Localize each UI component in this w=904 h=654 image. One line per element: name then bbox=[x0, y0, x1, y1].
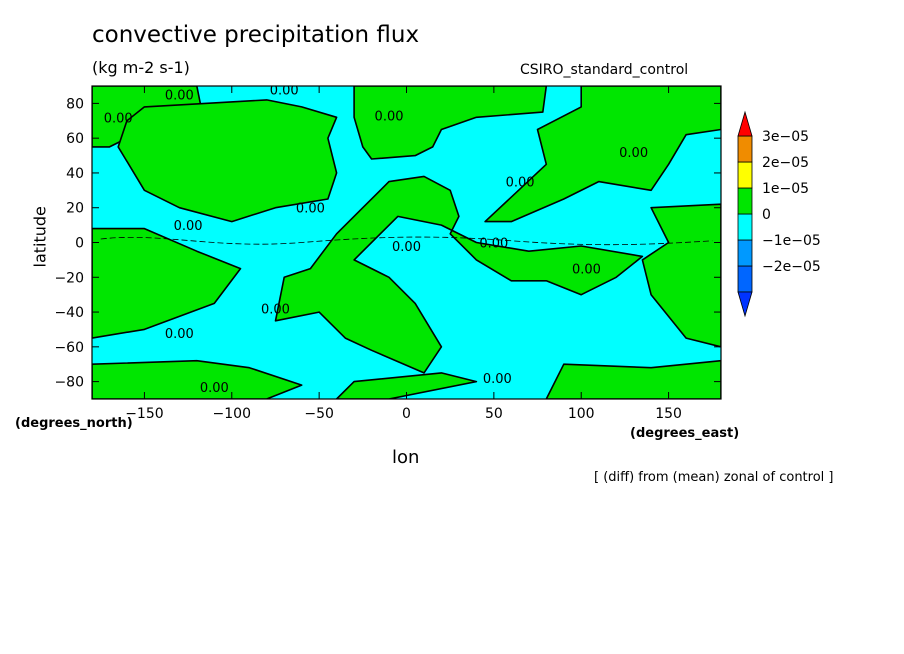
contour-label-6: 0.00 bbox=[392, 240, 421, 255]
colorbar: 3e−05 2e−05 1e−05 0 −1e−05 −2e−05 bbox=[737, 110, 821, 318]
colorbar-band bbox=[737, 161, 753, 189]
x-tick-label: −100 bbox=[213, 406, 251, 422]
y-axis-units: (degrees_north) bbox=[15, 416, 133, 431]
contour-label-13: 0.00 bbox=[200, 381, 229, 396]
x-tick-label: 50 bbox=[485, 406, 503, 422]
x-axis: −150 −100 −50 0 50 100 150 bbox=[125, 86, 682, 422]
y-axis: 80 60 40 20 0 −20 −40 −60 −80 bbox=[54, 96, 721, 391]
contour-label-7: 0.00 bbox=[479, 237, 508, 252]
colorbar-band bbox=[737, 187, 753, 215]
x-tick-label: −50 bbox=[304, 406, 334, 422]
contour-label-12: 0.00 bbox=[165, 327, 194, 342]
plot-area: 0.00 0.00 0.00 0.00 0.00 0.00 0.00 0.00 0.00 0.00… bbox=[91, 83, 722, 400]
footnote: [ (diff) from (mean) zonal of control ] bbox=[594, 470, 834, 485]
y-tick-label: −60 bbox=[54, 340, 84, 356]
colorbar-label: 2e−05 bbox=[762, 155, 809, 171]
contour-label-1: 0.00 bbox=[270, 83, 299, 98]
chart-units: (kg m-2 s-1) bbox=[92, 58, 190, 77]
positive-region-7 bbox=[92, 359, 303, 399]
positive-region-8 bbox=[335, 372, 478, 399]
chart-title: convective precipitation flux bbox=[92, 22, 420, 48]
positive-region-6 bbox=[641, 203, 721, 348]
x-tick-label: 150 bbox=[655, 406, 682, 422]
colorbar-label: 1e−05 bbox=[762, 181, 809, 197]
positive-region-2 bbox=[353, 86, 548, 160]
contour-label-10: 0.00 bbox=[572, 263, 601, 278]
positive-region-3 bbox=[484, 86, 721, 223]
colorbar-label: −1e−05 bbox=[762, 233, 821, 249]
contour-label-3: 0.00 bbox=[375, 110, 404, 125]
colorbar-band bbox=[737, 239, 753, 267]
positive-region-1 bbox=[117, 99, 338, 223]
positive-region-4 bbox=[274, 175, 644, 374]
y-tick-label: 0 bbox=[75, 236, 84, 252]
contour-label-5: 0.00 bbox=[296, 202, 325, 217]
y-tick-label: −20 bbox=[54, 270, 84, 286]
y-tick-label: −40 bbox=[54, 305, 84, 321]
contour-label-8: 0.00 bbox=[506, 176, 535, 191]
equatorial-contour bbox=[100, 236, 713, 246]
dataset-name: CSIRO_standard_control bbox=[520, 62, 689, 78]
colorbar-label: −2e−05 bbox=[762, 259, 821, 275]
y-tick-label: 40 bbox=[66, 166, 84, 182]
x-tick-label: −150 bbox=[125, 406, 163, 422]
y-tick-label: 60 bbox=[66, 131, 84, 147]
y-tick-label: 80 bbox=[66, 96, 84, 112]
contour-label-4: 0.00 bbox=[174, 219, 203, 234]
x-axis-units: (degrees_east) bbox=[630, 426, 740, 441]
x-axis-label: lon bbox=[392, 447, 420, 468]
y-tick-label: 20 bbox=[66, 201, 84, 217]
colorbar-band bbox=[737, 135, 753, 163]
y-tick-label: −80 bbox=[54, 375, 84, 391]
contour-label-2: 0.00 bbox=[104, 111, 133, 126]
x-tick-label: 0 bbox=[402, 406, 411, 422]
x-tick-label: 100 bbox=[568, 406, 595, 422]
colorbar-label: 0 bbox=[762, 207, 771, 223]
positive-region-5 bbox=[92, 227, 242, 339]
colorbar-under-arrow bbox=[737, 291, 753, 318]
contour-label-14: 0.00 bbox=[483, 372, 512, 387]
contour-label-9: 0.00 bbox=[619, 146, 648, 161]
positive-region-9 bbox=[545, 359, 721, 399]
contour-label-11: 0.00 bbox=[261, 303, 290, 318]
colorbar-band bbox=[737, 265, 753, 293]
colorbar-over-arrow bbox=[737, 110, 753, 137]
colorbar-label: 3e−05 bbox=[762, 129, 809, 145]
colorbar-band bbox=[737, 213, 753, 241]
contour-label-0: 0.00 bbox=[165, 89, 194, 104]
